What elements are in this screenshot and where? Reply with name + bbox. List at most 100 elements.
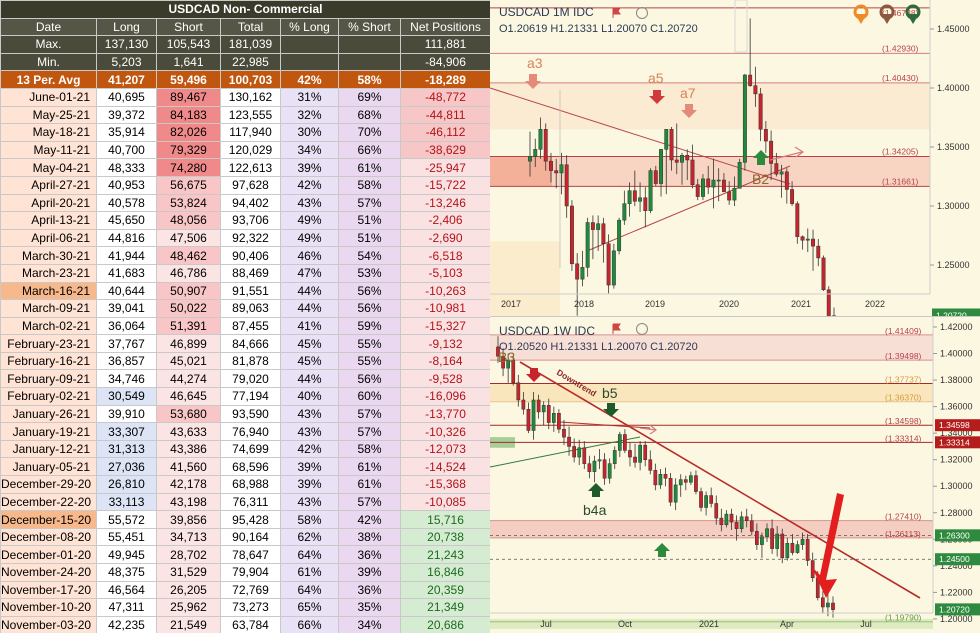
monthly-candle[interactable] xyxy=(580,267,585,280)
monthly-candle[interactable] xyxy=(763,129,768,142)
weekly-candle[interactable] xyxy=(531,399,536,431)
monthly-candle[interactable] xyxy=(774,163,779,175)
monthly-candle[interactable] xyxy=(690,159,695,186)
monthly-candle[interactable] xyxy=(779,171,784,175)
monthly-candle[interactable] xyxy=(543,129,548,162)
flag-icon[interactable] xyxy=(612,323,621,334)
monthly-candle[interactable] xyxy=(585,222,590,268)
monthly-candle[interactable] xyxy=(821,257,826,291)
weekly-candle[interactable] xyxy=(546,405,551,423)
weekly-candle[interactable] xyxy=(511,359,516,383)
weekly-candle[interactable] xyxy=(628,450,632,458)
monthly-candle[interactable] xyxy=(727,191,732,201)
weekly-candle[interactable] xyxy=(638,444,642,463)
weekly-candle[interactable] xyxy=(704,495,708,508)
weekly-candle[interactable] xyxy=(658,474,663,486)
monthly-candle[interactable] xyxy=(758,93,763,130)
monthly-candle[interactable] xyxy=(596,223,601,230)
weekly-candle[interactable] xyxy=(516,382,521,401)
weekly-candle[interactable] xyxy=(506,359,511,369)
weekly-candle[interactable] xyxy=(597,459,602,462)
monthly-candle[interactable] xyxy=(816,245,821,259)
weekly-candle[interactable] xyxy=(617,434,622,451)
weekly-candle[interactable] xyxy=(536,399,541,413)
monthly-candle[interactable] xyxy=(611,250,616,286)
monthly-candle[interactable] xyxy=(716,179,721,182)
monthly-candle[interactable] xyxy=(732,188,737,201)
weekly-candle[interactable] xyxy=(785,543,790,559)
weekly-candle[interactable] xyxy=(724,513,729,525)
monthly-candle[interactable] xyxy=(685,155,690,161)
weekly-candle[interactable] xyxy=(714,503,719,519)
weekly-candle[interactable] xyxy=(755,531,759,545)
weekly-candle[interactable] xyxy=(678,479,683,486)
weekly-candle[interactable] xyxy=(800,539,805,545)
monthly-candle[interactable] xyxy=(742,74,747,163)
monthly-candle[interactable] xyxy=(811,238,815,247)
weekly-candle[interactable] xyxy=(719,517,724,525)
weekly-candle[interactable] xyxy=(749,520,754,532)
monthly-candle[interactable] xyxy=(748,74,753,86)
indicator-circle-icon[interactable] xyxy=(636,323,648,335)
weekly-candle[interactable] xyxy=(582,447,587,464)
monthly-candle[interactable] xyxy=(706,178,711,188)
monthly-candle[interactable] xyxy=(790,189,795,204)
weekly-candle[interactable] xyxy=(567,436,571,447)
monthly-candle[interactable] xyxy=(674,159,679,163)
weekly-candle[interactable] xyxy=(765,528,769,537)
weekly-candle[interactable] xyxy=(612,450,617,464)
weekly-candle[interactable] xyxy=(826,602,830,608)
monthly-candle[interactable] xyxy=(617,219,622,252)
weekly-candle[interactable] xyxy=(805,539,810,561)
monthly-candle[interactable] xyxy=(653,170,658,184)
weekly-candle[interactable] xyxy=(562,428,566,438)
weekly-candle[interactable] xyxy=(775,533,780,549)
weekly-candle[interactable] xyxy=(557,413,561,430)
weekly-candle[interactable] xyxy=(770,528,774,549)
weekly-candle[interactable] xyxy=(760,536,764,545)
monthly-candle[interactable] xyxy=(711,179,716,188)
weekly-candle[interactable] xyxy=(780,533,785,559)
monthly-candle[interactable] xyxy=(695,184,700,197)
monthly-chart-panel[interactable]: (1.42930) (1.40430) (1.34205) (1.31661) (1.4… xyxy=(490,0,980,316)
monthly-candle[interactable] xyxy=(648,170,653,211)
monthly-candle[interactable] xyxy=(538,129,543,150)
weekly-candle[interactable] xyxy=(648,459,653,471)
flag-icon[interactable] xyxy=(612,7,621,18)
monthly-candle[interactable] xyxy=(533,149,538,157)
weekly-chart[interactable]: (1.41409) (1.39498) (1.37737) (1.36370) (1.3… xyxy=(490,317,980,633)
monthly-candle[interactable] xyxy=(590,222,595,230)
monthly-candle[interactable] xyxy=(669,129,674,161)
weekly-candle[interactable] xyxy=(521,399,526,410)
monthly-candle[interactable] xyxy=(643,197,648,211)
weekly-candle[interactable] xyxy=(689,475,693,483)
monthly-candle[interactable] xyxy=(784,171,789,190)
monthly-candle[interactable] xyxy=(680,155,684,163)
weekly-candle[interactable] xyxy=(572,446,576,458)
weekly-candle[interactable] xyxy=(790,543,795,553)
weekly-candle[interactable] xyxy=(729,513,734,523)
weekly-candle[interactable] xyxy=(551,413,556,423)
chart-divider[interactable] xyxy=(490,316,980,317)
weekly-candle[interactable] xyxy=(810,560,815,579)
monthly-candle[interactable] xyxy=(800,236,805,241)
monthly-candle[interactable] xyxy=(753,85,758,95)
monthly-candle[interactable] xyxy=(664,129,669,150)
monthly-candle[interactable] xyxy=(564,164,569,207)
weekly-candle[interactable] xyxy=(694,475,698,492)
weekly-candle[interactable] xyxy=(501,355,505,369)
monthly-candle[interactable] xyxy=(638,197,643,202)
weekly-candle[interactable] xyxy=(795,544,800,553)
weekly-candle[interactable] xyxy=(739,516,744,529)
monthly-candle[interactable] xyxy=(659,149,663,184)
monthly-candle[interactable] xyxy=(737,162,742,189)
weekly-candle[interactable] xyxy=(683,479,688,483)
monthly-candle[interactable] xyxy=(606,243,611,286)
weekly-candle[interactable] xyxy=(633,456,637,463)
weekly-candle[interactable] xyxy=(699,491,703,508)
weekly-candle[interactable] xyxy=(607,463,612,479)
monthly-candle[interactable] xyxy=(569,205,574,265)
weekly-candle[interactable] xyxy=(587,463,592,472)
monthly-candle[interactable] xyxy=(549,160,553,171)
monthly-candle[interactable] xyxy=(701,178,705,197)
